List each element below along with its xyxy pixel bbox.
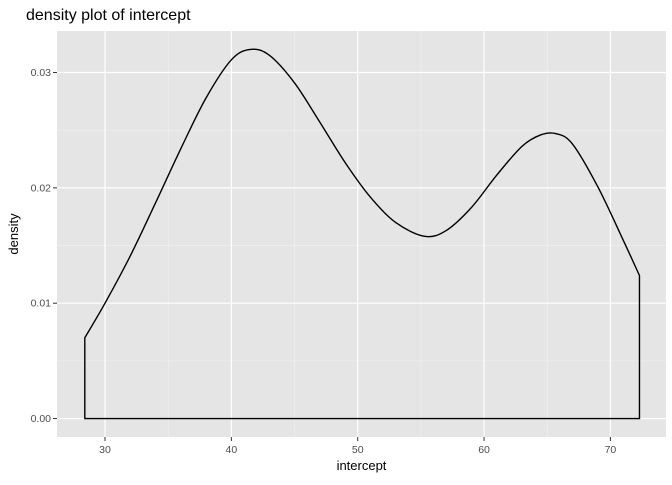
density-curve xyxy=(84,48,641,420)
y-tick-label: 0.00 xyxy=(31,413,52,425)
x-axis-ticks: 30 40 50 60 70 xyxy=(99,437,616,456)
y-axis-ticks: 0.00 0.01 0.02 0.03 xyxy=(31,67,57,425)
plot-panel xyxy=(57,31,666,437)
x-tick-label: 50 xyxy=(352,444,364,456)
chart-title: density plot of intercept xyxy=(26,7,191,24)
x-tick-label: 30 xyxy=(99,444,111,456)
y-axis-title: density xyxy=(6,213,21,255)
y-tick-label: 0.02 xyxy=(31,182,52,194)
x-tick-label: 70 xyxy=(605,444,617,456)
x-tick-label: 40 xyxy=(226,444,238,456)
y-tick-label: 0.01 xyxy=(31,298,52,310)
minor-gridlines xyxy=(57,31,666,437)
x-axis-title: intercept xyxy=(337,458,387,473)
x-tick-label: 60 xyxy=(478,444,490,456)
y-tick-label: 0.03 xyxy=(31,67,52,79)
